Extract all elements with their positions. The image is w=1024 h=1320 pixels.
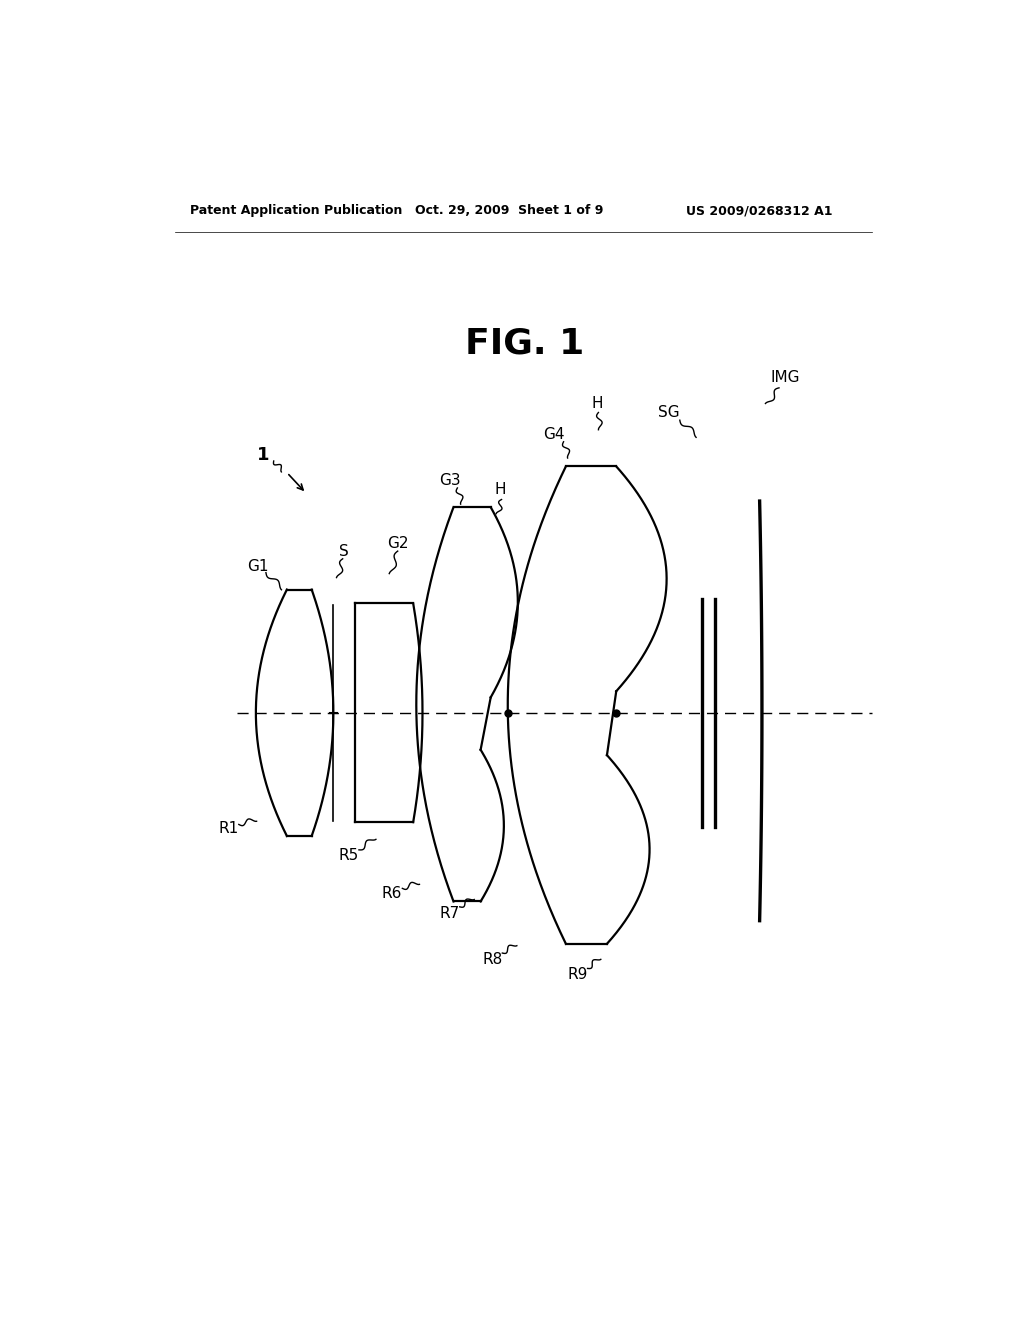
Text: 1: 1 [257,446,270,463]
Text: G4: G4 [544,426,565,442]
Text: H: H [591,396,603,411]
Text: R8: R8 [482,952,503,966]
Text: G1: G1 [248,558,269,574]
Text: SG: SG [658,405,680,420]
Text: FIG. 1: FIG. 1 [465,326,585,360]
Text: R9: R9 [567,968,588,982]
Text: R1: R1 [219,821,239,836]
Text: US 2009/0268312 A1: US 2009/0268312 A1 [686,205,833,218]
Text: R6: R6 [381,886,401,902]
Text: Patent Application Publication: Patent Application Publication [190,205,402,218]
Text: H: H [495,482,506,498]
Text: G3: G3 [439,473,461,488]
Text: R7: R7 [439,906,460,920]
Text: G2: G2 [387,536,409,550]
Text: S: S [339,544,348,558]
Text: IMG: IMG [770,371,800,385]
Text: Oct. 29, 2009  Sheet 1 of 9: Oct. 29, 2009 Sheet 1 of 9 [415,205,603,218]
Text: R5: R5 [339,847,359,863]
